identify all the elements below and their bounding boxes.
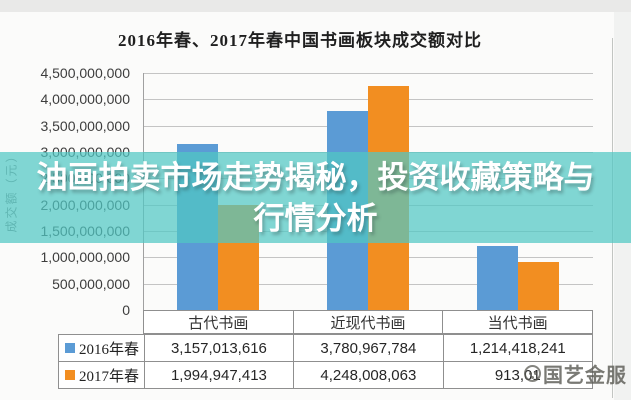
- legend-series-name: 2017年春: [79, 368, 140, 385]
- headline-line-1: 油画拍卖市场走势揭秘，投资收藏策略与: [36, 159, 595, 195]
- top-strip: [0, 0, 631, 12]
- table-value-cell: 3,157,013,616: [143, 335, 293, 361]
- table-row: 2016年春 3,157,013,616 3,780,967,784 1,214,41…: [59, 335, 592, 361]
- gridline: [143, 73, 593, 74]
- table-value-cell: 1,994,947,413: [143, 362, 293, 388]
- headline-line-2: 行情分析: [253, 200, 378, 236]
- table-header-cell: 当代书画: [442, 311, 592, 333]
- data-table-header-row: 古代书画 近现代书画 当代书画: [143, 310, 593, 334]
- table-row: 2017年春 1,994,947,413 4,248,008,063 913,01: [59, 361, 592, 388]
- y-tick-label: 1,000,000,000: [40, 249, 130, 266]
- legend-swatch-icon: [65, 370, 75, 380]
- headline-overlay-band: 油画拍卖市场走势揭秘，投资收藏策略与 行情分析: [0, 152, 631, 243]
- y-tick-label: 0: [122, 302, 130, 318]
- watermark-logo-icon: [524, 364, 541, 382]
- legend-swatch-icon: [65, 343, 75, 353]
- table-header-cell: 古代书画: [188, 315, 249, 332]
- bar-2016年春-当代书画: [477, 246, 518, 310]
- legend-series-name: 2016年春: [79, 341, 140, 358]
- y-tick-label: 3,500,000,000: [40, 117, 130, 134]
- chart-title: 2016年春、2017年春中国书画板块成交额对比: [118, 31, 482, 50]
- legend-cell: 2016年春: [59, 335, 144, 361]
- table-value-cell: 4,248,008,063: [293, 362, 442, 388]
- y-tick-label: 4,000,000,000: [40, 91, 130, 108]
- bar-2017年春-当代书画: [518, 262, 559, 310]
- watermark: 国艺金服: [524, 361, 627, 387]
- table-value-cell: 1,214,418,241: [442, 335, 592, 361]
- table-header-cell: 近现代书画: [292, 311, 443, 333]
- y-tick-label: 500,000,000: [52, 275, 130, 292]
- watermark-text: 国艺金服: [543, 364, 627, 387]
- y-tick-label: 4,500,000,000: [40, 65, 130, 81]
- table-value-cell: 3,780,967,784: [293, 335, 442, 361]
- data-table-body: 2016年春 3,157,013,616 3,780,967,784 1,214,41…: [58, 334, 593, 389]
- legend-cell: 2017年春: [59, 362, 144, 388]
